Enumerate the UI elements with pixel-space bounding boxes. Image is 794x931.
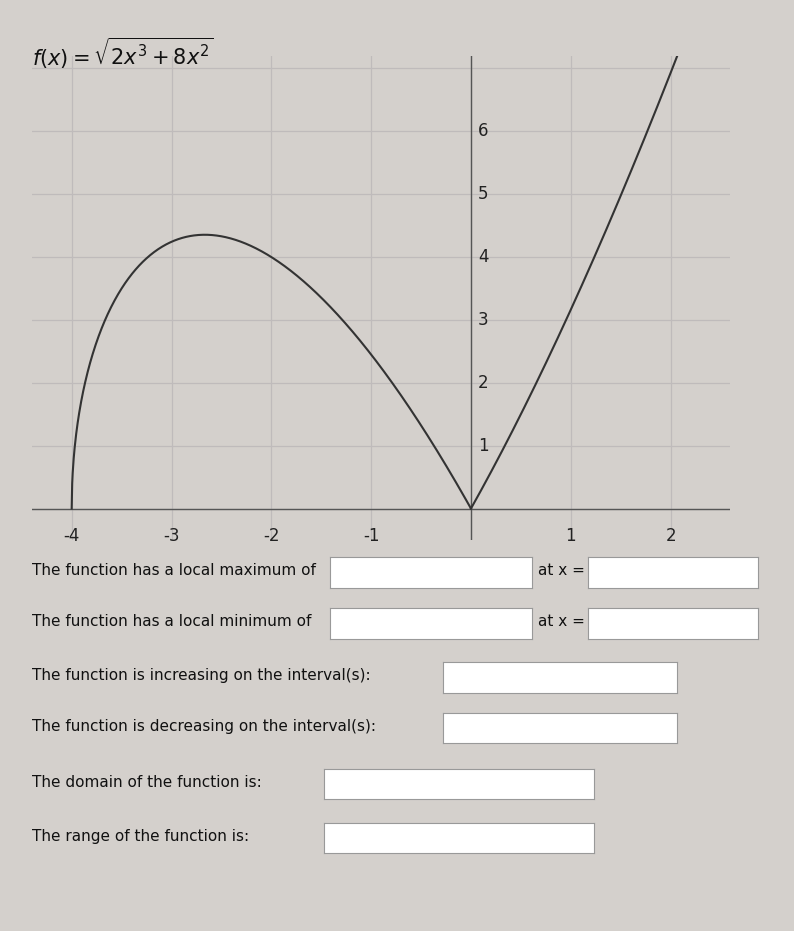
Text: 2: 2: [478, 374, 488, 392]
Text: The function is increasing on the interval(s):: The function is increasing on the interv…: [32, 668, 370, 683]
Text: -3: -3: [164, 527, 179, 545]
Text: The function is decreasing on the interval(s):: The function is decreasing on the interv…: [32, 719, 376, 734]
Text: -1: -1: [363, 527, 380, 545]
Text: 6: 6: [478, 122, 488, 141]
Text: 4: 4: [478, 248, 488, 266]
Text: $f(x) = \sqrt{2x^3 + 8x^2}$: $f(x) = \sqrt{2x^3 + 8x^2}$: [32, 35, 214, 71]
Text: The function has a local maximum of: The function has a local maximum of: [32, 563, 316, 578]
Text: at x =: at x =: [538, 563, 585, 578]
Text: 1: 1: [565, 527, 576, 545]
Text: 2: 2: [665, 527, 676, 545]
Text: -4: -4: [64, 527, 80, 545]
Text: 1: 1: [478, 437, 488, 454]
Text: The domain of the function is:: The domain of the function is:: [32, 775, 261, 789]
Text: The range of the function is:: The range of the function is:: [32, 829, 249, 843]
Text: -2: -2: [263, 527, 279, 545]
Text: at x =: at x =: [538, 614, 585, 629]
Text: The function has a local minimum of: The function has a local minimum of: [32, 614, 311, 629]
Text: 3: 3: [478, 311, 488, 329]
Text: 5: 5: [478, 185, 488, 203]
